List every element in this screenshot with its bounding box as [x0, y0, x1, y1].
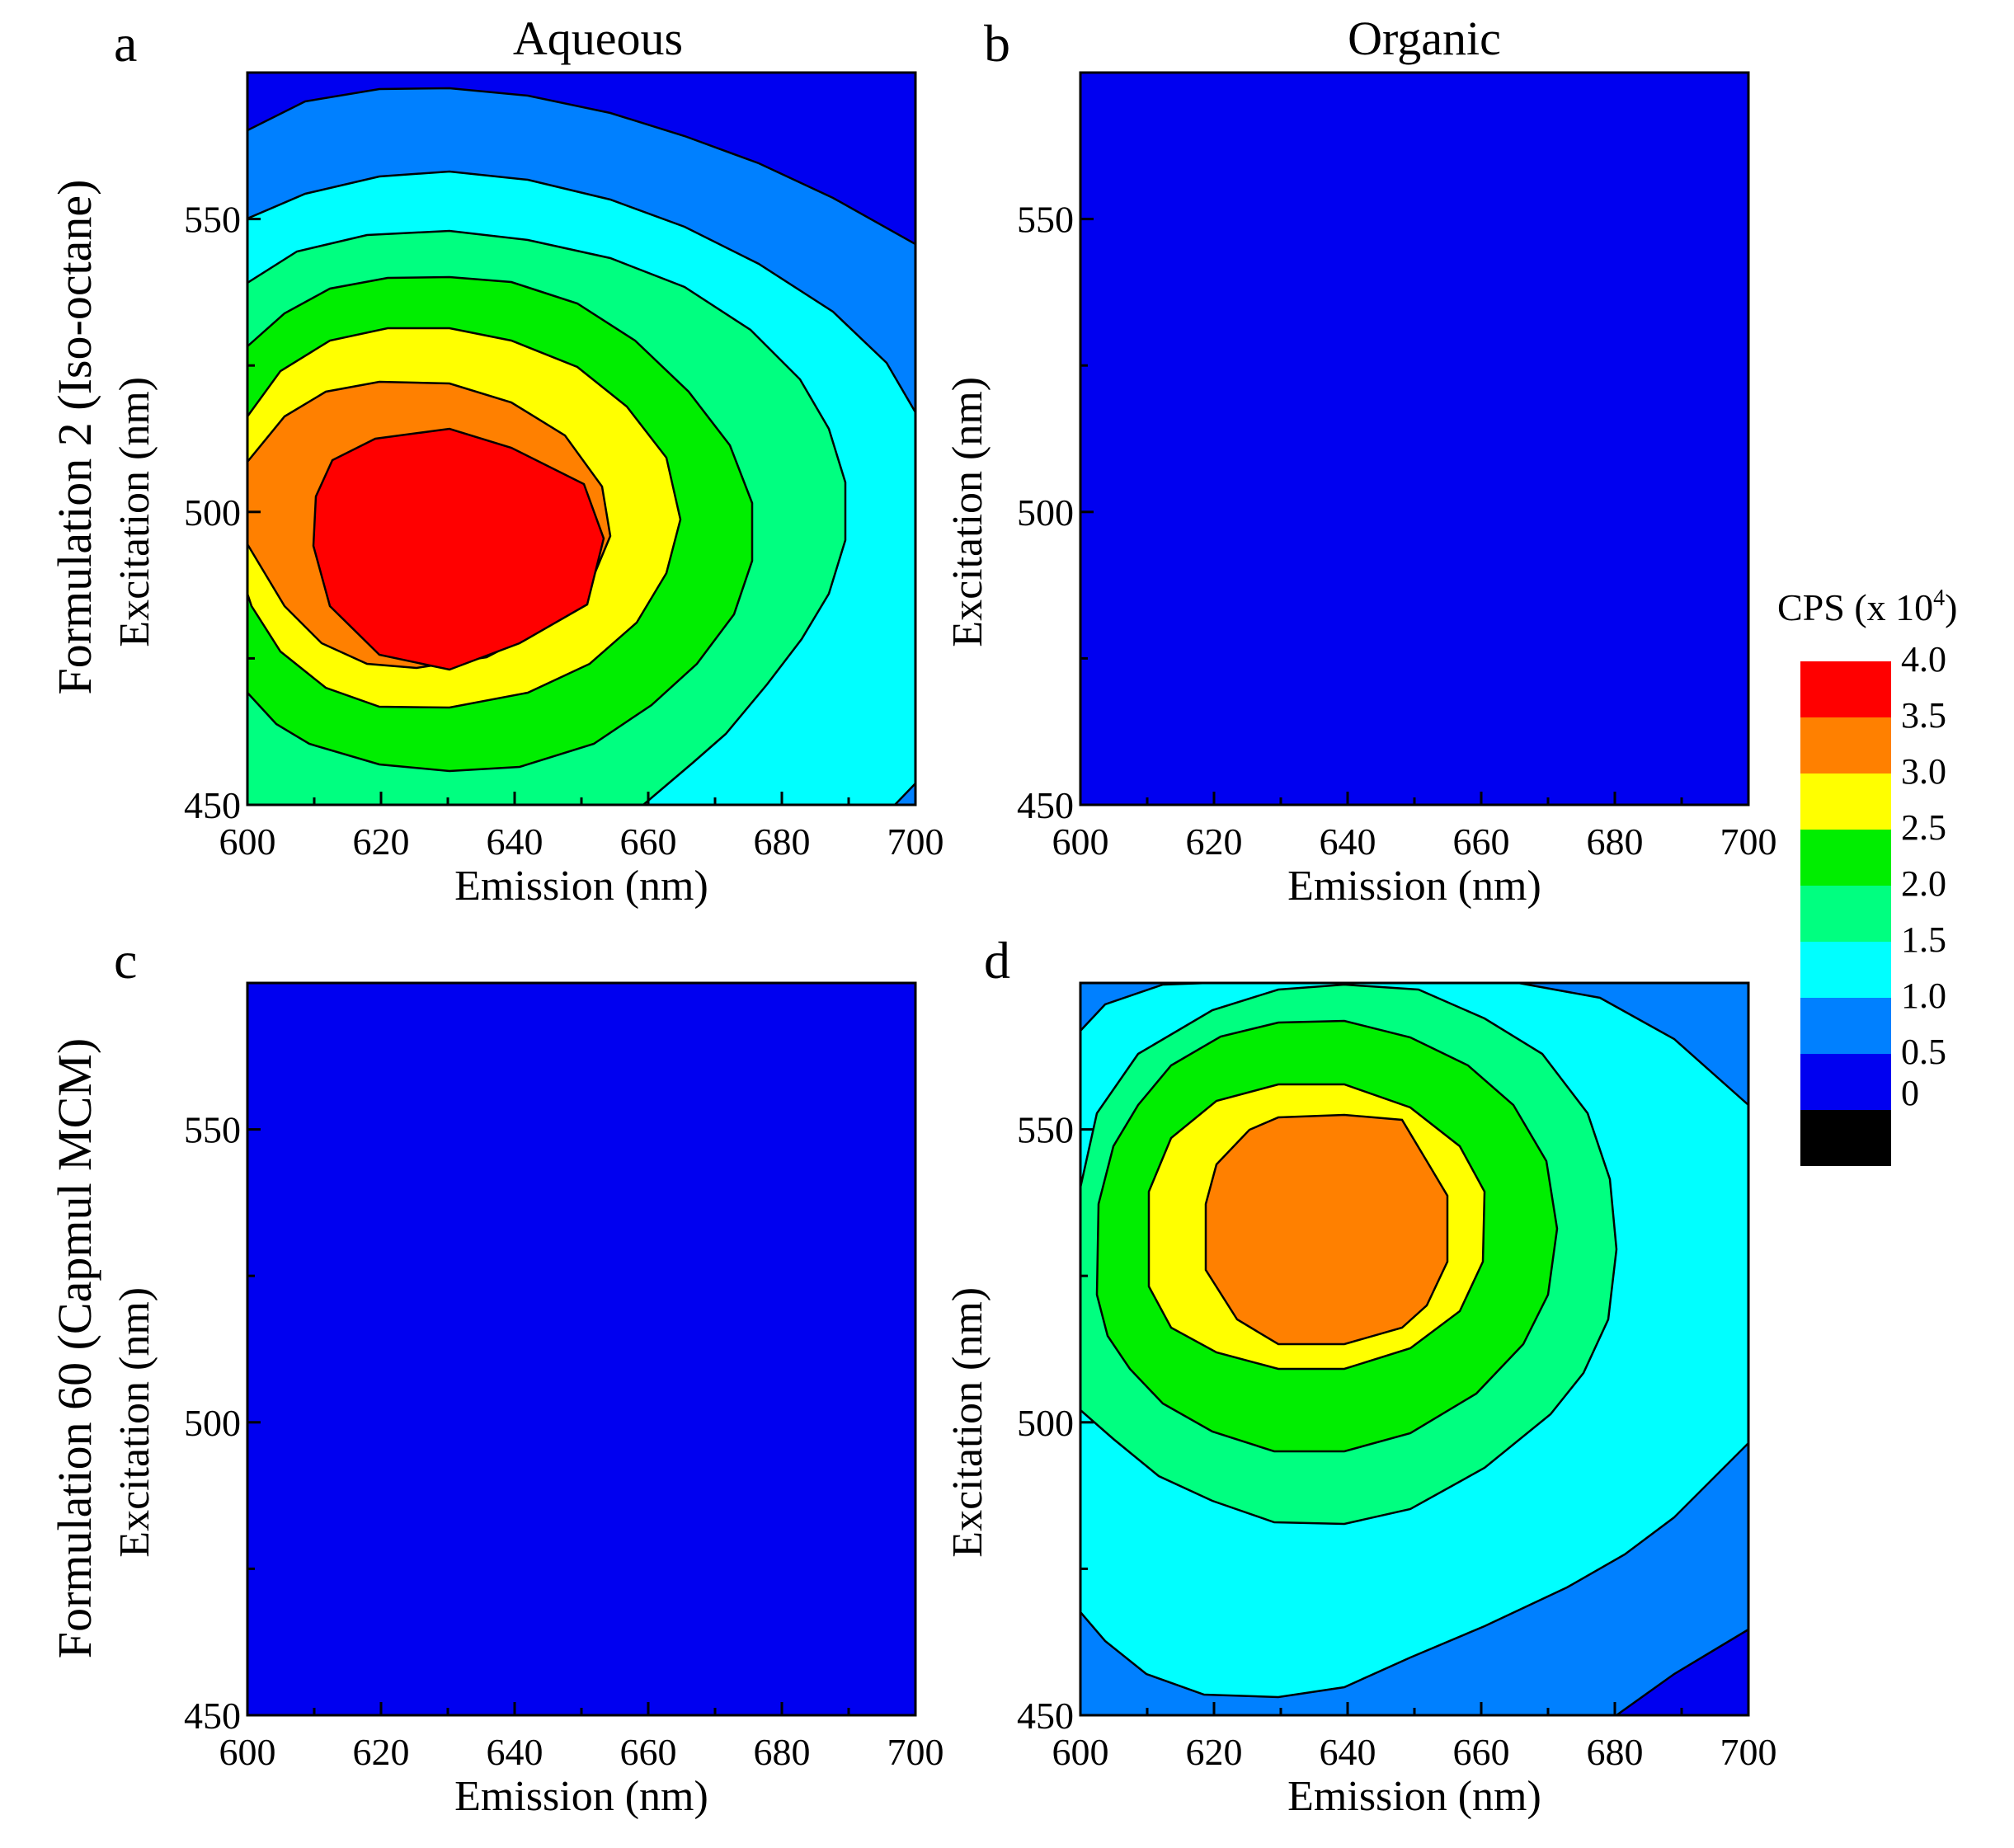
y-tick-label: 450	[1017, 784, 1074, 826]
panel-a-axes: 600 620 640 660 680 700 450 500 550 Emission (nm)…	[111, 71, 944, 910]
colorbar-swatch	[1800, 1054, 1891, 1110]
colorbar-swatch	[1800, 886, 1891, 942]
y-tick-label: 500	[184, 491, 241, 534]
x-tick-label: 700	[1720, 821, 1777, 863]
colorbar-level-label: 2.0	[1901, 863, 1946, 904]
colorbar-swatch	[1800, 661, 1891, 717]
x-tick-label: 600	[1052, 821, 1109, 863]
panel-b-axes: 600 620 640 660 680 700 450 500 550 Emission (nm)…	[944, 71, 1777, 910]
x-tick-label: 700	[887, 821, 944, 863]
x-axis-label: Emission (nm)	[454, 1773, 708, 1820]
y-tick-label: 550	[184, 199, 241, 241]
column-title-organic: Organic	[1348, 12, 1501, 65]
x-tick-label: 660	[620, 821, 677, 863]
colorbar-level-label: 4.0	[1901, 639, 1946, 679]
x-tick-label: 600	[1052, 1731, 1109, 1773]
colorbar-swatches	[1800, 661, 1891, 1166]
colorbar-swatch	[1800, 717, 1891, 774]
x-axis-label: Emission (nm)	[454, 863, 708, 910]
column-title-aqueous: Aqueous	[513, 12, 683, 65]
colorbar-level-label: 0.5	[1901, 1032, 1946, 1072]
y-axis-label: Excitation (nm)	[111, 377, 158, 647]
y-axis-label: Excitation (nm)	[111, 1287, 158, 1558]
x-tick-label: 600	[219, 1731, 276, 1773]
panel-d-contour-3.0	[1204, 1113, 1449, 1346]
x-tick-label: 600	[219, 821, 276, 863]
x-tick-label: 660	[620, 1731, 677, 1773]
panel-c-axes: 600 620 640 660 680 700 450 500 550 Emission (nm)…	[111, 981, 944, 1820]
y-tick-label: 500	[1017, 491, 1074, 534]
panel-d-plot	[1080, 983, 1748, 1715]
x-tick-label: 620	[353, 821, 410, 863]
y-tick-label: 550	[1017, 199, 1074, 241]
x-tick-label: 640	[487, 821, 543, 863]
y-tick-label: 500	[1017, 1402, 1074, 1444]
x-tick-label: 620	[353, 1731, 410, 1773]
colorbar-level-label: 1.5	[1901, 919, 1946, 960]
panel-a-plot	[247, 73, 915, 805]
panel-b-uniform-fill	[1079, 71, 1750, 806]
colorbar-level-label: 1.0	[1901, 976, 1946, 1016]
colorbar-swatch	[1800, 1110, 1891, 1166]
colorbar-level-label: 0	[1901, 1073, 1919, 1113]
y-axis-label: Excitation (nm)	[944, 1287, 991, 1558]
colorbar-level-label: 2.5	[1901, 807, 1946, 848]
colorbar-labels: 4.0 3.5 3.0 2.5 2.0 1.5 1.0 0.50	[1901, 639, 1946, 1113]
x-tick-label: 700	[887, 1731, 944, 1773]
x-tick-label: 620	[1186, 1731, 1243, 1773]
y-tick-label: 550	[184, 1109, 241, 1151]
colorbar-swatch	[1800, 830, 1891, 886]
panel-c-uniform-fill	[246, 981, 917, 1717]
x-tick-label: 680	[1587, 1731, 1644, 1773]
y-tick-label: 500	[184, 1402, 241, 1444]
y-tick-label: 450	[1017, 1695, 1074, 1737]
row-title-formulation-2: Formulation 2 (Iso-octane)	[48, 180, 101, 695]
x-tick-label: 700	[1720, 1731, 1777, 1773]
x-tick-label: 680	[754, 821, 811, 863]
x-tick-label: 680	[754, 1731, 811, 1773]
x-tick-label: 640	[1320, 1731, 1376, 1773]
x-tick-label: 660	[1453, 821, 1510, 863]
panel-letter-a: a	[114, 14, 137, 73]
y-tick-label: 550	[1017, 1109, 1074, 1151]
x-axis-label: Emission (nm)	[1287, 1773, 1541, 1820]
x-tick-label: 620	[1186, 821, 1243, 863]
y-tick-label: 450	[184, 1695, 241, 1737]
colorbar: CPS (x 104) 4.0 3.5 3.0 2.5 2.0 1.5 1.0 0.50	[1777, 585, 1958, 1166]
x-tick-label: 660	[1453, 1731, 1510, 1773]
colorbar-level-label: 3.0	[1901, 751, 1946, 792]
panel-a-contour-3.5	[312, 427, 605, 671]
x-tick-label: 680	[1587, 821, 1644, 863]
x-tick-label: 640	[487, 1731, 543, 1773]
colorbar-swatch	[1800, 942, 1891, 998]
colorbar-swatch	[1800, 774, 1891, 830]
x-axis-label: Emission (nm)	[1287, 863, 1541, 910]
y-tick-label: 450	[184, 784, 241, 826]
panel-d-axes: 600 620 640 660 680 700 450 500 550 Emission (nm)…	[944, 981, 1777, 1820]
panel-letter-b: b	[984, 14, 1010, 73]
y-axis-label: Excitation (nm)	[944, 377, 991, 647]
row-title-formulation-60: Formulation 60 (Capmul MCM)	[48, 1038, 101, 1658]
panel-letter-d: d	[984, 931, 1010, 990]
colorbar-swatch	[1800, 998, 1891, 1054]
panel-letter-c: c	[114, 931, 137, 990]
colorbar-level-label: 3.5	[1901, 695, 1946, 736]
colorbar-title: CPS (x 104)	[1777, 585, 1958, 628]
x-tick-label: 640	[1320, 821, 1376, 863]
